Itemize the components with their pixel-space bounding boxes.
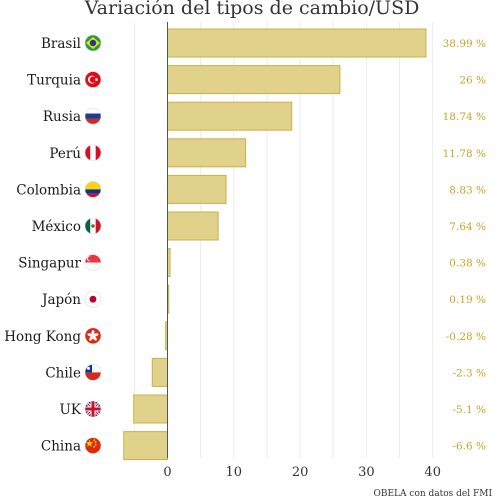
country-label: Brasil bbox=[41, 36, 81, 52]
china-flag-icon bbox=[84, 437, 102, 454]
bar-turquia bbox=[167, 65, 341, 95]
country-label: Perú bbox=[49, 146, 81, 162]
bar-colombia bbox=[167, 174, 227, 204]
country-label: Singapur bbox=[18, 256, 81, 272]
value-label: 11.78 % bbox=[443, 148, 486, 160]
x-tick-label: 10 bbox=[226, 465, 243, 480]
country-labels: Brasil Turquia Rusia Perú Colombia México Sing… bbox=[4, 36, 82, 455]
bar-brasil bbox=[167, 28, 427, 58]
x-tick-label: 20 bbox=[292, 465, 309, 480]
chart-title: Variación del tipos de cambio/USD bbox=[84, 0, 420, 19]
bar-china bbox=[123, 431, 168, 461]
singapore-flag-icon bbox=[84, 254, 102, 271]
russia-flag-icon bbox=[84, 107, 102, 125]
flag-icons bbox=[84, 34, 102, 454]
brazil-flag-icon bbox=[84, 34, 102, 52]
x-tick-label: 40 bbox=[424, 465, 441, 480]
x-tick-label: 30 bbox=[358, 465, 375, 480]
bar-perú bbox=[167, 138, 247, 168]
bar-rusia bbox=[167, 101, 293, 131]
bar-chile bbox=[151, 357, 169, 387]
x-tick-label: 0 bbox=[163, 465, 171, 480]
colombia-flag-icon bbox=[84, 181, 102, 198]
value-label: -2.3 % bbox=[452, 367, 486, 379]
country-label: Hong Kong bbox=[4, 329, 81, 345]
value-label: 18.74 % bbox=[443, 111, 486, 123]
value-label: 7.64 % bbox=[449, 221, 486, 233]
chart-caption: OBELA con datos del FMI bbox=[374, 489, 493, 499]
country-label: México bbox=[32, 219, 81, 235]
peru-flag-icon bbox=[84, 144, 102, 162]
country-label: China bbox=[41, 439, 81, 455]
value-label: 38.99 % bbox=[443, 38, 486, 50]
bar-uk bbox=[133, 394, 168, 424]
value-label: 0.19 % bbox=[449, 294, 486, 306]
value-label: 8.83 % bbox=[449, 184, 486, 196]
country-label: UK bbox=[60, 402, 82, 418]
country-label: Chile bbox=[45, 365, 81, 381]
hong-kong-flag-icon bbox=[84, 327, 102, 345]
turkey-flag-icon bbox=[84, 71, 102, 88]
value-label: 0.38 % bbox=[449, 258, 486, 270]
value-label: -5.1 % bbox=[452, 404, 486, 416]
country-label: Turquia bbox=[27, 73, 81, 89]
value-label: -0.28 % bbox=[446, 331, 486, 343]
country-label: Japón bbox=[40, 292, 81, 308]
japan-flag-icon bbox=[84, 290, 102, 308]
mexico-flag-icon bbox=[84, 217, 102, 235]
value-label: 26 % bbox=[459, 75, 486, 87]
country-label: Rusia bbox=[43, 109, 81, 125]
value-label: -6.6 % bbox=[452, 441, 486, 453]
country-label: Colombia bbox=[16, 182, 81, 198]
value-labels: 38.99 % 26 % 18.74 % 11.78 % 8.83 % 7.64 % 0.3… bbox=[443, 38, 486, 453]
x-tick-labels: 0 10 20 30 40 bbox=[163, 465, 441, 480]
uk-flag-icon bbox=[84, 400, 102, 418]
bar-méxico bbox=[167, 211, 219, 241]
bars bbox=[123, 28, 427, 461]
chile-flag-icon bbox=[84, 364, 102, 381]
